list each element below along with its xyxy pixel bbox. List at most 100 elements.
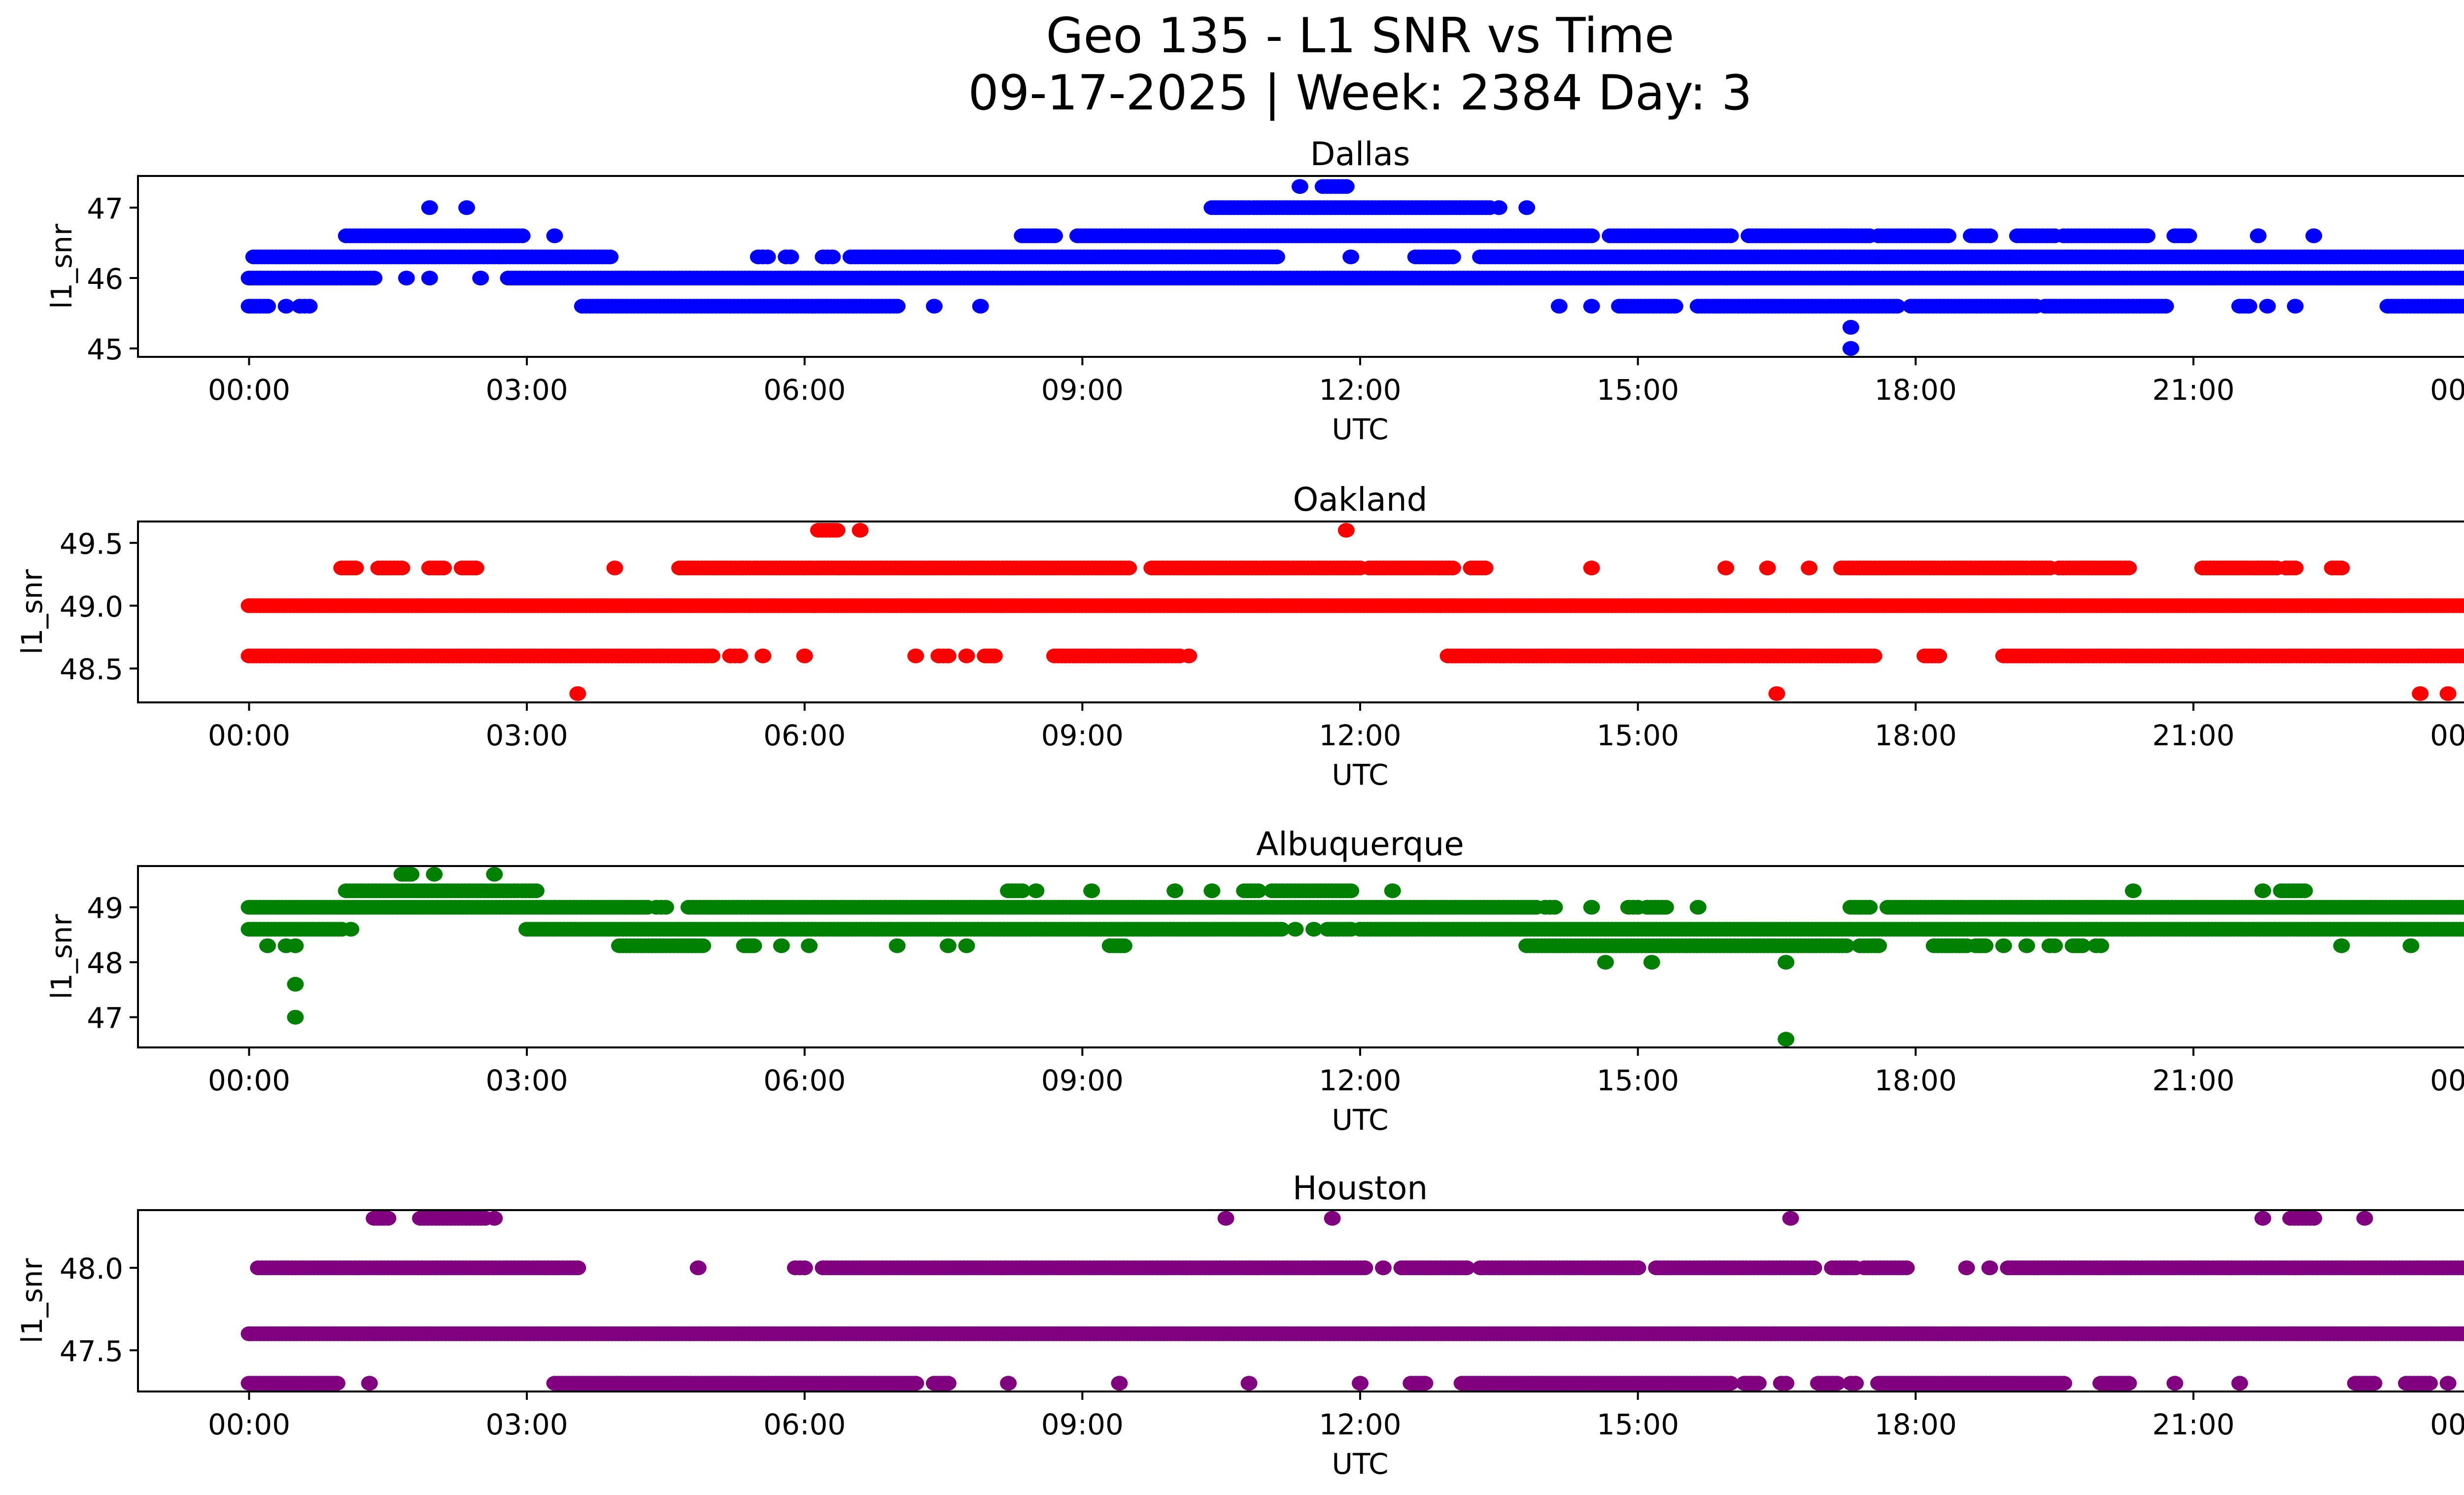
data-point — [1583, 299, 1600, 314]
data-point — [2459, 250, 2464, 264]
data-point — [1838, 938, 1855, 953]
data-point — [2287, 560, 2304, 576]
x-tick-label: 09:00 — [1041, 1064, 1124, 1097]
data-point — [472, 271, 489, 286]
data-point — [1444, 249, 1461, 265]
data-point — [773, 938, 790, 953]
data-point — [1305, 922, 1323, 937]
data-point — [2240, 299, 2258, 314]
data-point — [1981, 228, 1998, 243]
data-point — [1583, 560, 1600, 576]
data-point — [606, 560, 623, 576]
data-point — [972, 299, 989, 314]
data-point — [939, 938, 957, 953]
x-axis-label: UTC — [1332, 413, 1389, 446]
data-point — [1120, 560, 1137, 576]
x-tick-label: 18:00 — [1875, 719, 1957, 752]
data-point — [2305, 228, 2323, 243]
data-point — [527, 883, 545, 899]
data-point — [745, 938, 762, 953]
data-point — [1250, 883, 1267, 899]
x-tick-label: 15:00 — [1597, 1064, 1679, 1097]
data-point — [486, 867, 503, 882]
figure-title-line2: 09-17-2025 | Week: 2384 Day: 3 — [968, 65, 1752, 121]
data-point — [1166, 883, 1184, 899]
data-point — [759, 249, 776, 265]
data-point — [824, 249, 841, 265]
x-tick-label: 03:00 — [486, 719, 568, 752]
data-point — [301, 299, 318, 314]
data-point — [2459, 649, 2464, 663]
data-point — [2459, 599, 2464, 613]
y-axis-label: l1_snr — [45, 224, 78, 309]
y-tick-label: 45 — [87, 333, 123, 366]
data-point — [398, 271, 415, 286]
data-point — [1287, 922, 1304, 937]
data-point — [1861, 900, 1878, 915]
y-tick-label: 49 — [87, 892, 123, 925]
data-point — [1337, 179, 1355, 194]
data-point — [925, 299, 943, 314]
x-tick-label: 12:00 — [1319, 1064, 1401, 1097]
data-point — [1490, 200, 1507, 215]
y-tick-label: 46 — [87, 262, 123, 296]
x-tick-label: 15:00 — [1597, 373, 1679, 407]
data-point — [1083, 883, 1100, 899]
x-tick-label: 00:00 — [2430, 373, 2464, 407]
data-point — [1689, 900, 1707, 915]
x-tick-label: 09:00 — [1041, 719, 1124, 752]
x-tick-label: 00:00 — [208, 373, 290, 407]
x-tick-label: 06:00 — [763, 373, 846, 407]
data-point — [694, 938, 712, 953]
data-point — [1842, 341, 1859, 356]
data-point — [259, 938, 276, 953]
data-point — [1666, 299, 1683, 314]
data-point — [546, 228, 563, 243]
data-point — [2459, 922, 2464, 936]
x-tick-label: 03:00 — [486, 1064, 568, 1097]
data-point — [1801, 560, 1818, 576]
data-point — [1291, 179, 1308, 194]
data-point — [1759, 560, 1776, 576]
x-tick-label: 03:00 — [486, 373, 568, 407]
data-point — [1597, 955, 1614, 970]
data-point — [2463, 925, 2464, 934]
data-point — [421, 271, 438, 286]
x-tick-label: 06:00 — [763, 719, 846, 752]
data-point — [393, 560, 411, 576]
data-point — [2439, 686, 2457, 701]
data-point — [2180, 228, 2197, 243]
y-axis-label: l1_snr — [45, 914, 78, 999]
x-tick-label: 18:00 — [1875, 1064, 1957, 1097]
data-point — [2287, 299, 2304, 314]
x-tick-label: 15:00 — [1597, 719, 1679, 752]
data-point — [1180, 648, 1198, 663]
data-point — [467, 560, 484, 576]
data-point — [1870, 938, 1887, 953]
data-point — [2463, 302, 2464, 311]
data-point — [1940, 228, 1956, 243]
data-point — [1046, 228, 1063, 243]
data-point — [801, 938, 818, 953]
data-point — [403, 867, 420, 882]
data-point — [703, 648, 720, 663]
data-point — [657, 900, 674, 915]
data-point — [602, 249, 619, 265]
data-point — [342, 922, 360, 937]
x-tick-label: 00:00 — [2430, 1064, 2464, 1097]
figure-title-line1: Geo 135 - L1 SNR vs Time — [1046, 8, 1675, 64]
data-point — [958, 938, 975, 953]
data-point — [458, 200, 475, 215]
data-point — [782, 249, 799, 265]
y-axis-label: l1_snr — [15, 569, 49, 655]
data-point — [2259, 299, 2276, 314]
data-point — [1337, 522, 1355, 538]
x-axis-label: UTC — [1332, 1103, 1389, 1137]
scatter-series-dallas — [240, 179, 2464, 356]
data-point — [1778, 955, 1795, 970]
scatter-series-houston — [240, 1211, 2464, 1391]
data-point — [1342, 249, 1360, 265]
